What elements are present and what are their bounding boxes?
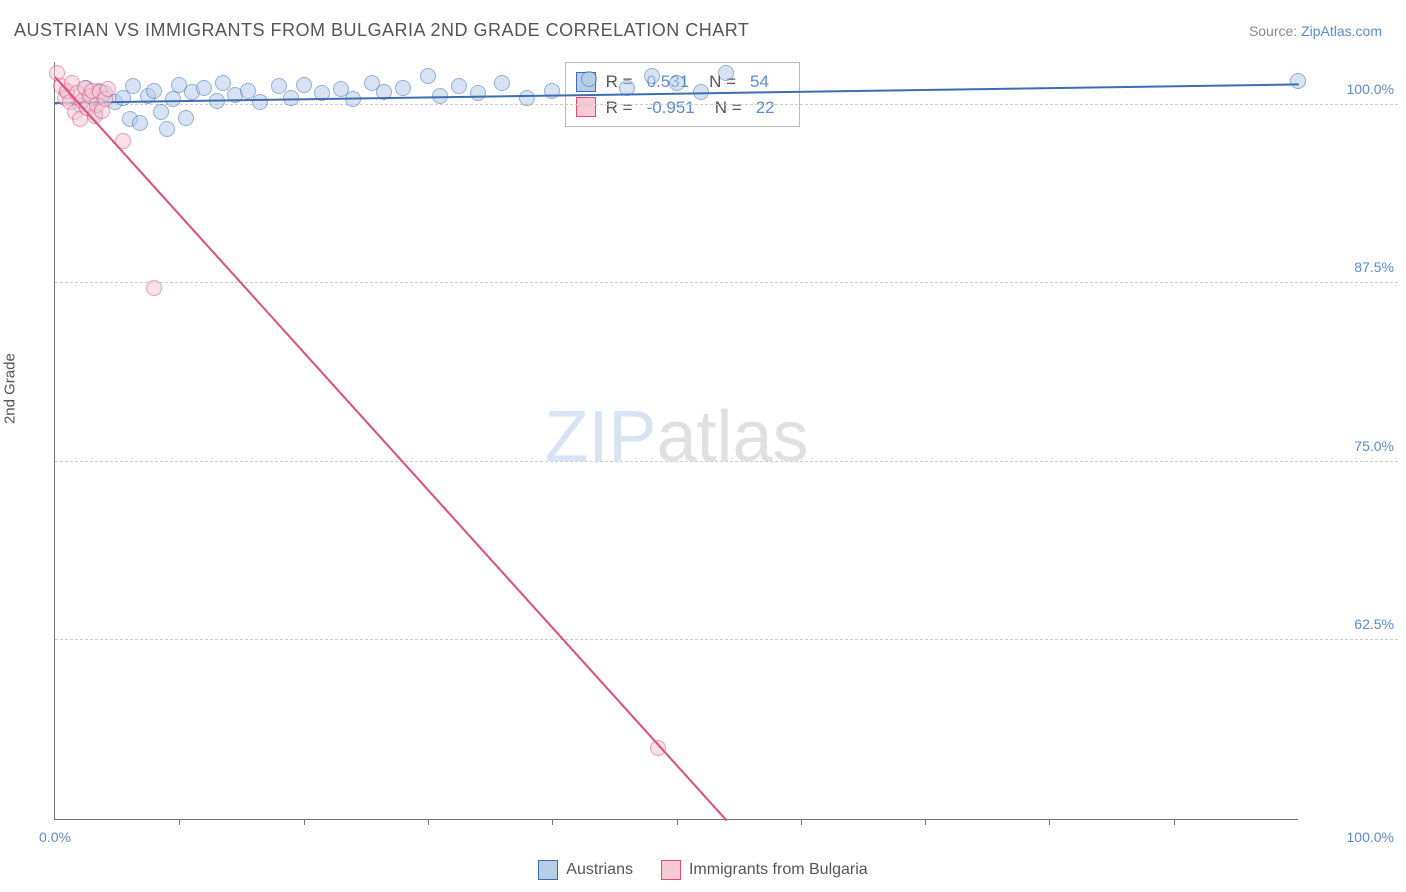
x-tick [1174, 819, 1175, 825]
data-point [669, 75, 685, 91]
y-tick-label: 62.5% [1354, 616, 1394, 632]
source-link[interactable]: ZipAtlas.com [1301, 23, 1382, 39]
chart-title: AUSTRIAN VS IMMIGRANTS FROM BULGARIA 2ND… [14, 20, 749, 41]
x-tick-label: 100.0% [1347, 829, 1394, 845]
watermark: ZIPatlas [544, 395, 808, 477]
data-point [644, 68, 660, 84]
data-point [146, 83, 162, 99]
y-tick-label: 100.0% [1347, 81, 1394, 97]
x-tick [925, 819, 926, 825]
gridline [55, 461, 1398, 462]
data-point [581, 71, 597, 87]
gridline [55, 282, 1398, 283]
stats-r-value: -0.951 [647, 95, 695, 121]
x-tick [179, 819, 180, 825]
stats-row: R = -0.951 N = 22 [576, 95, 785, 121]
x-tick-label: 0.0% [39, 829, 71, 845]
data-point [196, 80, 212, 96]
x-tick [801, 819, 802, 825]
stats-r-label: R = [606, 95, 633, 121]
x-tick [1049, 819, 1050, 825]
y-axis-label: 2nd Grade [2, 353, 19, 424]
data-point [100, 81, 116, 97]
x-tick [677, 819, 678, 825]
x-tick [428, 819, 429, 825]
chart-header: AUSTRIAN VS IMMIGRANTS FROM BULGARIA 2ND… [0, 0, 1406, 49]
legend-label: Austrians [566, 861, 633, 879]
stats-n-value: 22 [756, 95, 775, 121]
data-point [1290, 73, 1306, 89]
chart-area: 2nd Grade ZIPatlas R =0.531N =54R =-0.95… [14, 50, 1398, 852]
data-point [159, 121, 175, 137]
data-point [420, 68, 436, 84]
data-point [178, 110, 194, 126]
data-point [451, 78, 467, 94]
x-tick [552, 819, 553, 825]
data-point [153, 104, 169, 120]
data-point [296, 77, 312, 93]
stats-n-label: N = [715, 95, 742, 121]
bottom-legend: Austrians Immigrants from Bulgaria [0, 860, 1406, 880]
plot-region: ZIPatlas R =0.531N =54R =-0.951N =22 62.… [54, 62, 1298, 820]
legend-swatch [661, 860, 681, 880]
y-tick-label: 75.0% [1354, 438, 1394, 454]
legend-label: Immigrants from Bulgaria [689, 861, 868, 879]
chart-source: Source: ZipAtlas.com [1249, 23, 1382, 39]
data-point [125, 78, 141, 94]
data-point [519, 90, 535, 106]
data-point [146, 280, 162, 296]
legend-swatch [576, 97, 596, 117]
gridline [55, 639, 1398, 640]
data-point [132, 115, 148, 131]
y-tick-label: 87.5% [1354, 259, 1394, 275]
data-point [252, 94, 268, 110]
data-point [718, 65, 734, 81]
data-point [395, 80, 411, 96]
data-point [494, 75, 510, 91]
x-tick [304, 819, 305, 825]
legend-swatch [538, 860, 558, 880]
data-point [470, 85, 486, 101]
legend-item: Immigrants from Bulgaria [661, 860, 868, 880]
legend-item: Austrians [538, 860, 633, 880]
trend-line [54, 77, 727, 822]
